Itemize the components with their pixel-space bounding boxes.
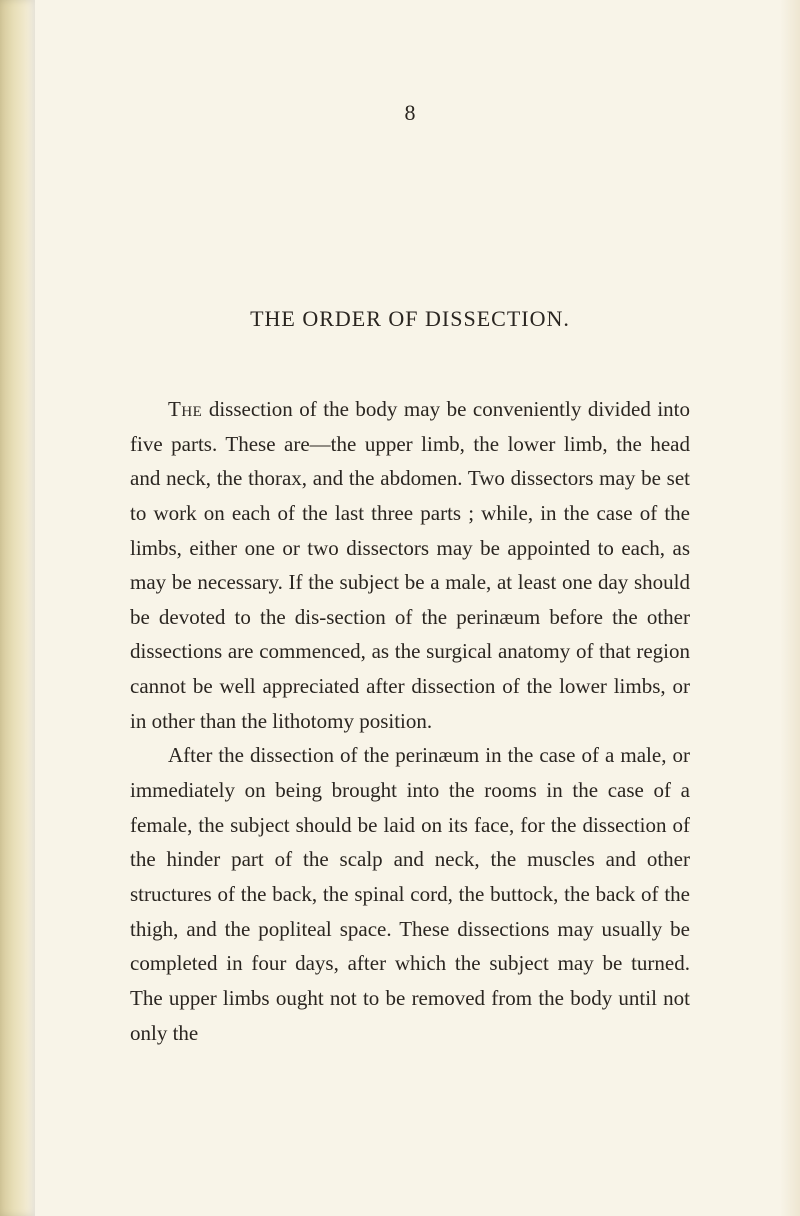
paragraph-1-lead: The bbox=[168, 397, 202, 421]
page-number: 8 bbox=[130, 100, 690, 126]
body-text: The dissection of the body may be conven… bbox=[130, 392, 690, 1050]
page-container: 8 THE ORDER OF DISSECTION. The dissectio… bbox=[0, 0, 800, 1216]
paragraph-1-body: dissection of the body may be convenient… bbox=[130, 397, 690, 733]
chapter-title: THE ORDER OF DISSECTION. bbox=[130, 306, 690, 332]
paragraph-1: The dissection of the body may be conven… bbox=[130, 392, 690, 738]
paragraph-2: After the dissection of the perinæum in … bbox=[130, 738, 690, 1050]
